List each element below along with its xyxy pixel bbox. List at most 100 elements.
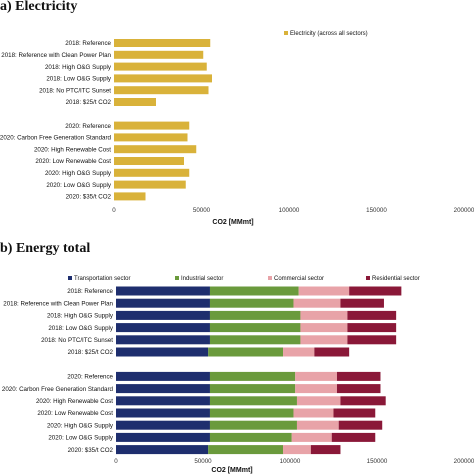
bar-industrial-sector bbox=[209, 310, 301, 320]
category-label: 2018: Low O&G Supply bbox=[48, 325, 114, 332]
category-label: 2018: Low O&G Supply bbox=[46, 76, 112, 83]
x-tick-label: 100000 bbox=[280, 458, 301, 465]
bar-residential-sector bbox=[310, 445, 341, 455]
legend-swatch bbox=[366, 276, 370, 280]
category-label: 2018: No PTC/ITC Sunset bbox=[39, 87, 111, 94]
bar-residential-sector bbox=[347, 323, 397, 333]
bar-commercial-sector bbox=[283, 347, 315, 357]
category-label: 2020: Low O&G Supply bbox=[46, 182, 112, 189]
legend-label: Residential sector bbox=[372, 276, 420, 282]
bar-transportation-sector bbox=[116, 384, 210, 394]
bar-residential-sector bbox=[340, 298, 384, 308]
bar-industrial-sector bbox=[209, 432, 292, 442]
x-tick-label: 200000 bbox=[454, 458, 474, 465]
bar-commercial-sector bbox=[296, 396, 341, 406]
bar-residential-sector bbox=[336, 371, 381, 381]
category-label: 2020: Carbon Free Generation Standard bbox=[0, 135, 112, 142]
bar-residential-sector bbox=[349, 286, 402, 296]
bar-industrial-sector bbox=[209, 286, 299, 296]
bar-industrial-sector bbox=[209, 335, 301, 345]
bar-electricity-across-all-sectors bbox=[114, 192, 146, 201]
legend-swatch bbox=[175, 276, 179, 280]
bar-electricity-across-all-sectors bbox=[114, 145, 197, 154]
bar-industrial-sector bbox=[209, 396, 297, 406]
category-label: 2018: High O&G Supply bbox=[47, 313, 114, 320]
legend-label: Electricity (across all sectors) bbox=[290, 31, 368, 37]
bar-electricity-across-all-sectors bbox=[114, 180, 186, 189]
category-label: 2020: Low Renewable Cost bbox=[37, 410, 113, 417]
category-label: 2020: Low O&G Supply bbox=[48, 435, 114, 442]
bar-industrial-sector bbox=[209, 298, 294, 308]
bar-commercial-sector bbox=[300, 310, 348, 320]
category-label: 2018: $25/t CO2 bbox=[68, 349, 114, 356]
x-tick-label: 150000 bbox=[366, 207, 387, 214]
category-label: 2020: High O&G Supply bbox=[45, 170, 112, 177]
bar-commercial-sector bbox=[283, 445, 311, 455]
category-label: 2020: Low Renewable Cost bbox=[35, 158, 111, 165]
legend-label: Transportation sector bbox=[74, 276, 130, 282]
bar-transportation-sector bbox=[116, 396, 210, 406]
bar-residential-sector bbox=[338, 420, 383, 430]
bar-residential-sector bbox=[347, 310, 397, 320]
bar-residential-sector bbox=[336, 384, 381, 394]
bar-industrial-sector bbox=[209, 323, 301, 333]
category-label: 2020: Reference bbox=[65, 123, 111, 130]
bar-transportation-sector bbox=[116, 445, 209, 455]
category-label: 2018: Reference with Clean Power Plan bbox=[3, 300, 113, 307]
panel-b-legend: Transportation sector Industrial sector Co… bbox=[68, 276, 420, 282]
bar-commercial-sector bbox=[293, 298, 341, 308]
bar-electricity-across-all-sectors bbox=[114, 39, 211, 47]
x-tick-label: 100000 bbox=[279, 207, 300, 214]
legend-swatch bbox=[268, 276, 272, 280]
category-label: 2020: Reference bbox=[67, 374, 113, 381]
legend-swatch bbox=[68, 276, 72, 280]
bar-commercial-sector bbox=[291, 432, 332, 442]
bar-residential-sector bbox=[340, 396, 386, 406]
bar-transportation-sector bbox=[116, 298, 210, 308]
bar-transportation-sector bbox=[116, 432, 210, 442]
category-label: 2018: Reference bbox=[67, 288, 113, 295]
x-tick-label: 50000 bbox=[194, 458, 212, 465]
bar-electricity-across-all-sectors bbox=[114, 98, 156, 106]
bar-transportation-sector bbox=[116, 347, 209, 357]
bar-commercial-sector bbox=[298, 286, 350, 296]
bar-electricity-across-all-sectors bbox=[114, 74, 212, 83]
panel-b-title: b) Energy total bbox=[0, 241, 90, 256]
category-label: 2018: $25/t CO2 bbox=[66, 99, 112, 106]
bar-industrial-sector bbox=[209, 420, 297, 430]
bar-commercial-sector bbox=[300, 335, 348, 345]
bar-commercial-sector bbox=[295, 371, 337, 381]
category-label: 2020: $35/t CO2 bbox=[68, 447, 114, 454]
x-tick-label: 50000 bbox=[193, 207, 211, 214]
bar-transportation-sector bbox=[116, 286, 210, 296]
bar-electricity-across-all-sectors bbox=[114, 157, 184, 165]
category-label: 2018: Reference bbox=[65, 40, 111, 47]
bar-transportation-sector bbox=[116, 371, 210, 381]
bar-commercial-sector bbox=[295, 384, 337, 394]
bar-residential-sector bbox=[314, 347, 350, 357]
category-label: 2020: Carbon Free Generation Standard bbox=[2, 386, 114, 393]
bar-electricity-across-all-sectors bbox=[114, 121, 190, 130]
bar-industrial-sector bbox=[208, 347, 284, 357]
bar-electricity-across-all-sectors bbox=[114, 62, 207, 71]
x-tick-label: 150000 bbox=[367, 458, 388, 465]
category-label: 2020: $35/t CO2 bbox=[66, 194, 112, 201]
bar-industrial-sector bbox=[209, 371, 296, 381]
category-label: 2020: High Renewable Cost bbox=[34, 146, 111, 153]
x-tick-label: 0 bbox=[114, 458, 118, 465]
bar-commercial-sector bbox=[293, 408, 334, 418]
x-tick-label: 200000 bbox=[454, 207, 474, 214]
bar-residential-sector bbox=[333, 408, 376, 418]
legend-swatch bbox=[284, 31, 288, 35]
bar-industrial-sector bbox=[208, 445, 284, 455]
bar-transportation-sector bbox=[116, 323, 210, 333]
panel-a-title: a) Electricity bbox=[0, 0, 77, 14]
x-tick-label: 0 bbox=[112, 207, 116, 214]
bar-industrial-sector bbox=[209, 384, 296, 394]
panel-a-x-axis-title: CO2 [MMmt] bbox=[212, 219, 253, 226]
bar-electricity-across-all-sectors bbox=[114, 86, 209, 95]
legend-label: Industrial sector bbox=[181, 276, 223, 282]
legend-label: Commercial sector bbox=[274, 276, 324, 282]
category-label: 2018: High O&G Supply bbox=[45, 64, 112, 71]
